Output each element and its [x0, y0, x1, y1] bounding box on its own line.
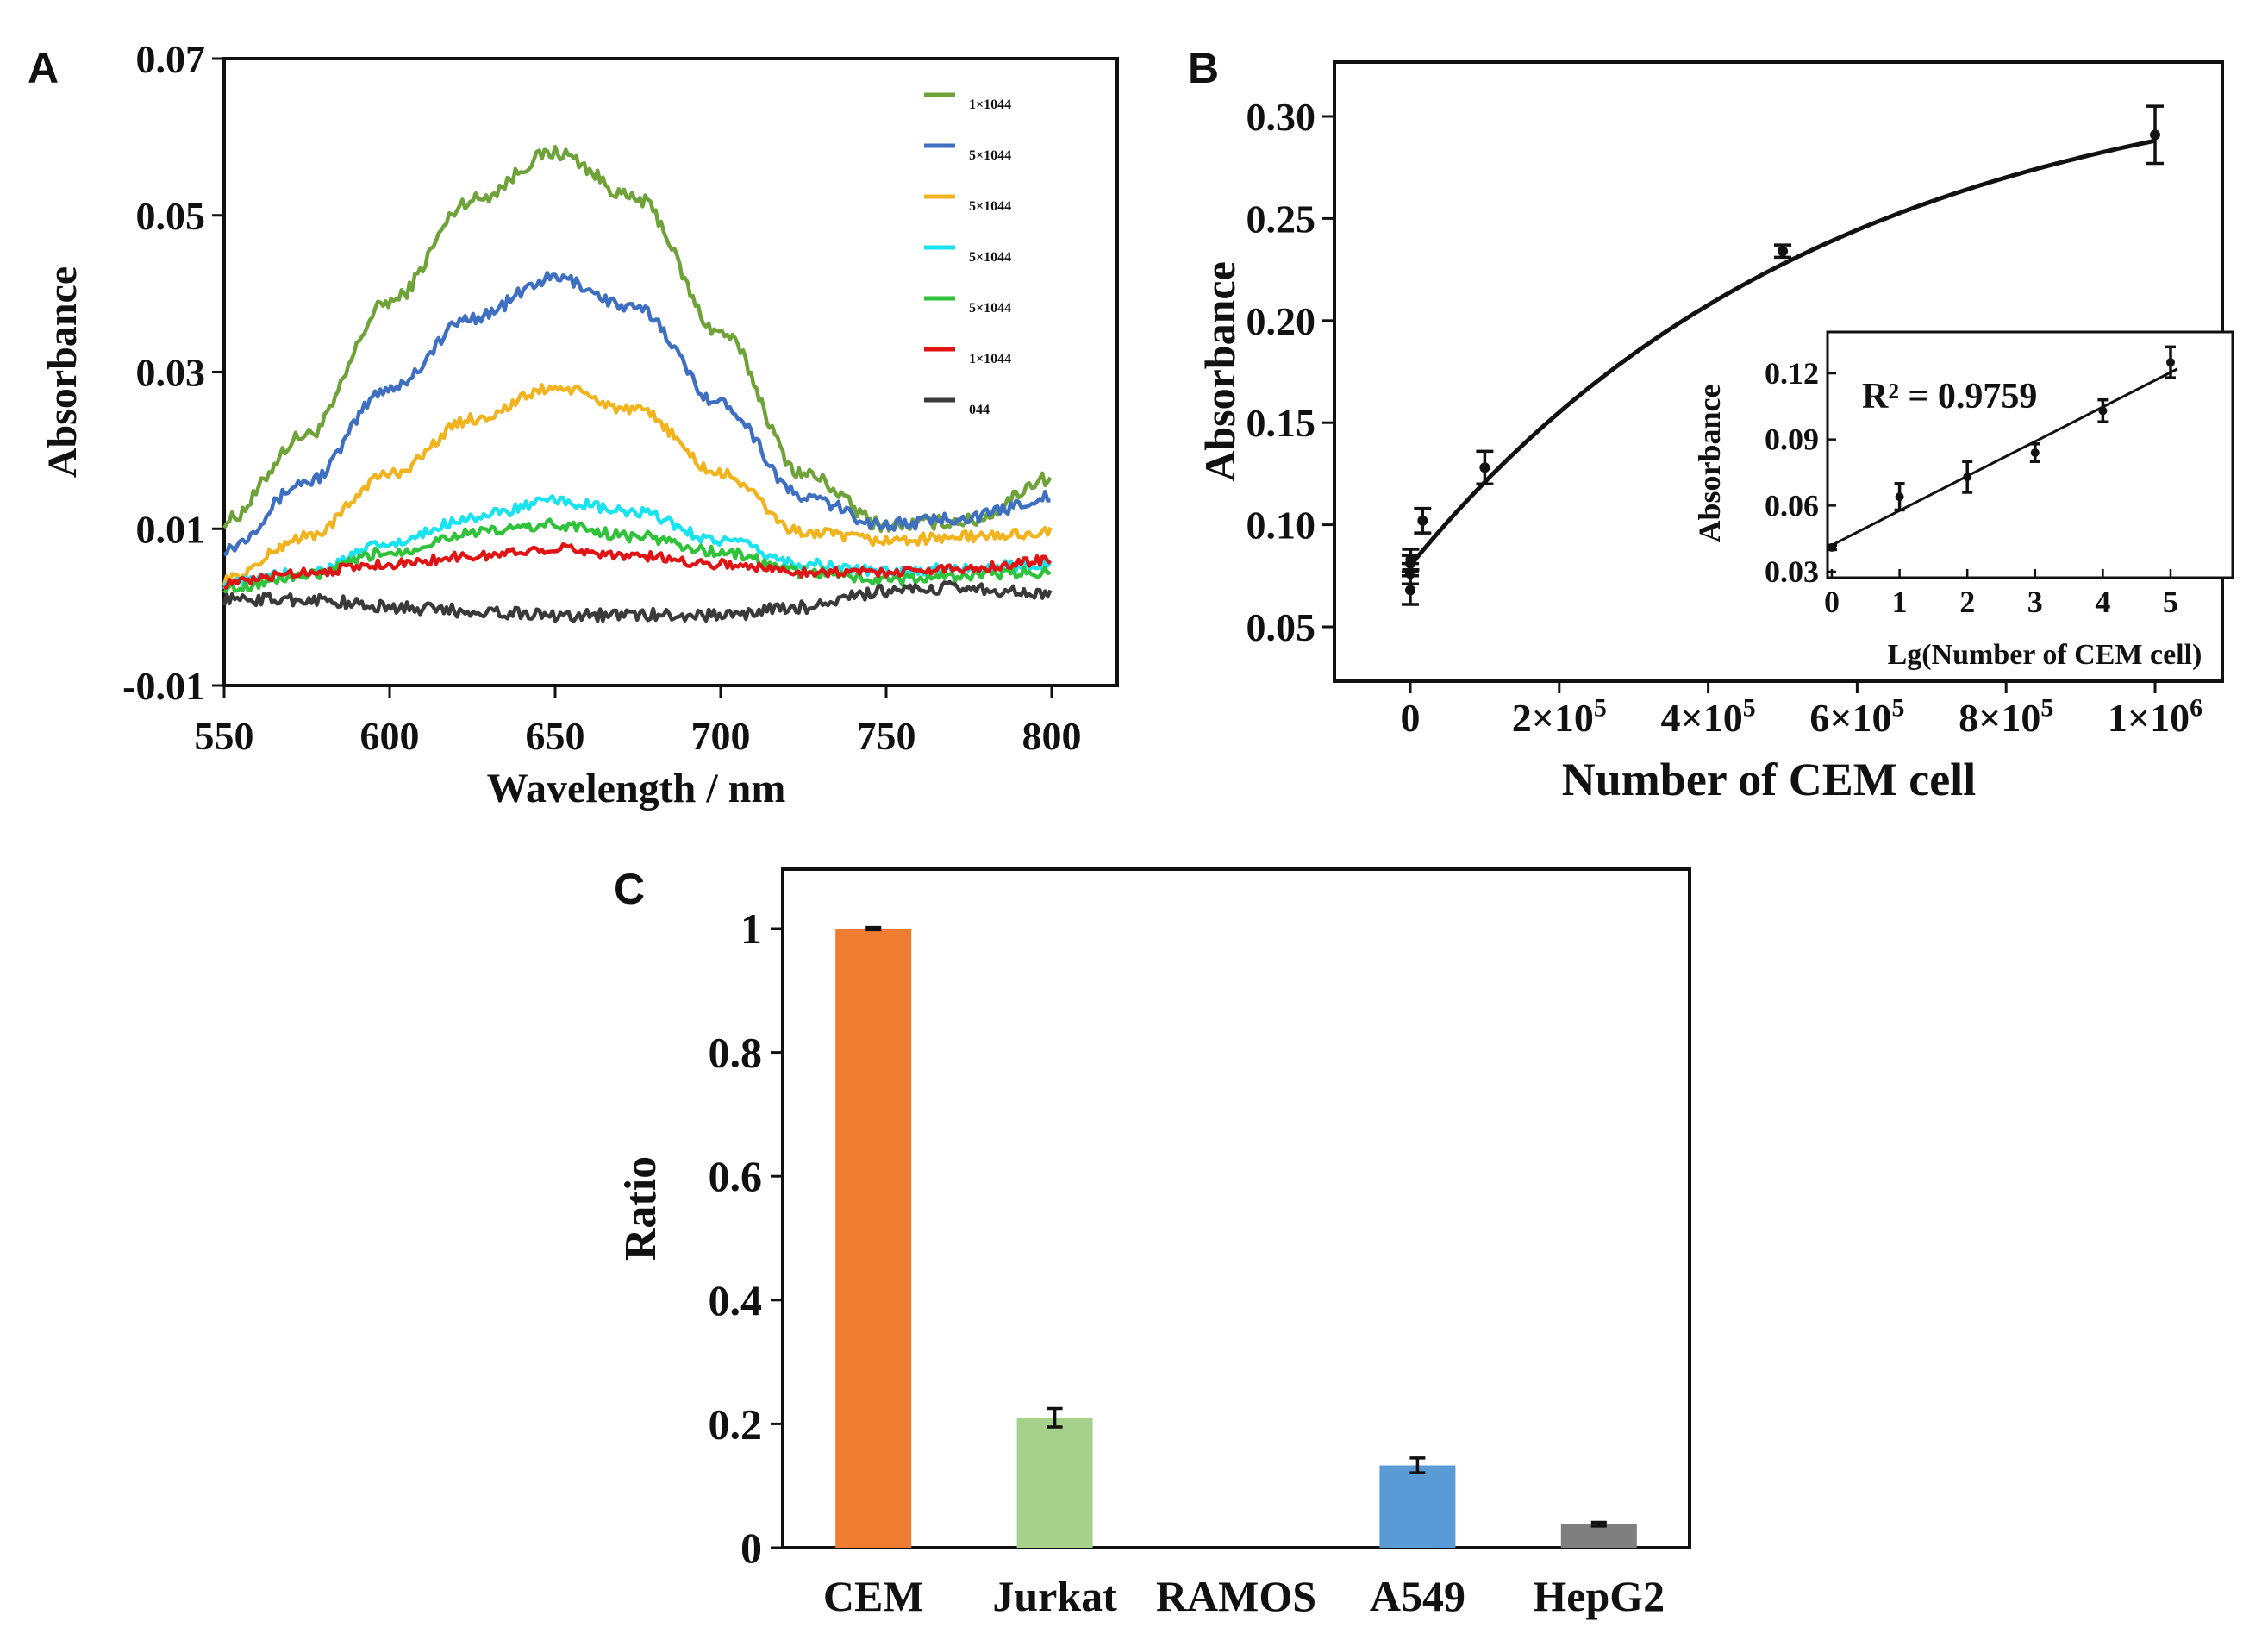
inset-x-tick-label: 2 — [1959, 585, 1975, 619]
panel-c-category-label: HepG2 — [1533, 1572, 1665, 1620]
panel-b-y-axis-label: Absorbance — [1196, 261, 1244, 482]
inset-y-tick-label: 0.06 — [1765, 488, 1819, 523]
inset-x-tick-label: 4 — [2095, 585, 2110, 619]
inset-x-tick-label: 3 — [2027, 585, 2043, 619]
inset-x-tick-label: 0 — [1824, 585, 1840, 619]
panel-b-x-tick-label: 6×105 — [1809, 694, 1904, 740]
inset-x-axis-label: Lg(Number of CEM cell) — [1888, 639, 2202, 671]
panel-a-series-line-6 — [222, 579, 1053, 623]
svg-text:5×1044: 5×1044 — [969, 301, 1011, 316]
inset-y-tick-label: 0.09 — [1765, 423, 1819, 457]
inset-data-point — [1963, 473, 1972, 482]
panel-b-y-tick-label: 0.10 — [1246, 504, 1316, 548]
inset-data-point — [2098, 406, 2108, 416]
panel-b-data-point — [1479, 462, 1490, 473]
panel-a-x-tick-label: 700 — [691, 714, 751, 758]
panel-a-y-tick-label: 0.05 — [136, 194, 206, 238]
svg-text:5×1044: 5×1044 — [969, 250, 1011, 265]
panel-b-data-point — [2150, 129, 2160, 141]
inset-x-tick-label: 5 — [2163, 585, 2178, 619]
panel-b-x-tick-label: 1×106 — [2108, 694, 2202, 740]
panel-a-x-tick-label: 650 — [526, 714, 585, 758]
panel-c-selectivity-chart: C 0 0.2 0.4 0.6 0.8 1 CEM Jurkat RAMOS A549 HepG2… — [614, 865, 1691, 1620]
panel-b-y-tick-label: 0.15 — [1246, 401, 1316, 445]
panel-a-x-tick-label: 800 — [1022, 714, 1082, 758]
inset-r-squared-annotation: R² = 0.9759 — [1862, 377, 2037, 416]
inset-plot-frame — [1826, 330, 2234, 579]
inset-data-point — [1828, 542, 1836, 552]
panel-b-y-tick-label: 0.30 — [1246, 95, 1316, 139]
panel-a-spectra-chart: A 550 600 650 700 750 800 -0.01 0.01 0.03 0.05 0.0… — [28, 37, 1119, 811]
inset-fit-line — [1831, 367, 2178, 547]
panel-c-y-tick-label: 0.8 — [709, 1029, 763, 1077]
panel-c-letter: C — [614, 865, 645, 913]
panel-c-plot-frame — [781, 867, 1691, 1549]
panel-c-y-axis-label: Ratio — [616, 1156, 665, 1261]
panel-b-y-tick-label: 0.25 — [1246, 197, 1316, 241]
panel-c-y-tick-label: 1 — [740, 905, 762, 953]
panel-b-x-tick-label: 4×105 — [1661, 694, 1756, 740]
inset-data-point — [2166, 358, 2175, 367]
panel-c-bar — [835, 929, 912, 1548]
panel-a-y-tick-label: 0.07 — [136, 37, 206, 81]
panel-a-x-tick-label: 550 — [195, 714, 254, 758]
panel-c-bar — [1379, 1465, 1456, 1548]
panel-c-y-tick-label: 0.2 — [709, 1399, 763, 1448]
svg-text:1×1044: 1×1044 — [969, 352, 1011, 366]
panel-a-y-tick-label: 0.01 — [136, 507, 206, 551]
panel-a-series-line-4 — [222, 517, 1052, 594]
panel-a-series-line-5 — [223, 541, 1052, 591]
panel-b-fit-curve — [1409, 138, 2156, 567]
panel-b-y-tick-label: 0.05 — [1246, 605, 1316, 649]
panel-b-letter: B — [1188, 44, 1219, 92]
panel-a-x-axis-label: Wavelength / nm — [487, 766, 786, 811]
panel-a-series-line-2 — [222, 383, 1053, 587]
panel-b-x-tick-label: 0 — [1401, 696, 1421, 740]
panel-b-x-tick-label: 8×105 — [1959, 694, 2053, 740]
panel-a-series-line-0 — [222, 144, 1053, 534]
inset-data-point — [1895, 492, 1904, 502]
panel-b-data-point — [1417, 515, 1428, 526]
panel-b-calibration-chart: B 0 2×105 4×105 6×105 8×105 1×106 0.05 0.10 0.15… — [1188, 44, 2234, 805]
panel-c-category-label: RAMOS — [1156, 1572, 1316, 1620]
panel-c-bar — [1016, 1418, 1093, 1548]
panel-b-data-point — [1405, 554, 1416, 565]
panel-b-inset-chart: 0 1 2 3 4 5 0.03 0.06 0.09 0.12 R² = 0.9759 Lg(Nu… — [1692, 330, 2234, 671]
inset-y-axis-label: Absorbance — [1692, 384, 1727, 542]
panel-a-x-tick-label: 750 — [857, 714, 916, 758]
inset-y-tick-label: 0.03 — [1765, 554, 1819, 589]
svg-text:1×1044: 1×1044 — [969, 97, 1011, 112]
panel-b-data-point — [1405, 585, 1415, 596]
panel-c-category-label: A549 — [1370, 1572, 1465, 1620]
panel-c-y-tick-label: 0.6 — [709, 1152, 763, 1200]
inset-y-tick-label: 0.12 — [1765, 356, 1819, 391]
svg-text:5×1044: 5×1044 — [969, 199, 1011, 214]
inset-data-point — [2030, 448, 2040, 457]
panel-a-y-tick-label: 0.03 — [136, 351, 206, 395]
svg-text:5×1044: 5×1044 — [969, 148, 1011, 163]
panel-c-category-label: CEM — [823, 1572, 924, 1620]
panel-a-x-tick-label: 600 — [360, 714, 420, 758]
panel-a-series-line-1 — [223, 271, 1051, 557]
panel-a-letter: A — [28, 44, 59, 92]
panel-c-category-label: Jurkat — [992, 1572, 1117, 1620]
inset-x-tick-label: 1 — [1892, 585, 1908, 619]
panel-c-y-tick-label: 0 — [740, 1524, 762, 1572]
panel-a-y-axis-label: Absorbance — [40, 266, 85, 478]
panel-a-y-tick-label: -0.01 — [122, 664, 205, 708]
panel-b-x-axis-label: Number of CEM cell — [1562, 754, 1976, 805]
panel-c-y-tick-label: 0.4 — [709, 1276, 763, 1324]
svg-text:044: 044 — [969, 403, 990, 417]
panel-c-bar — [1560, 1524, 1637, 1548]
panel-b-x-tick-label: 2×105 — [1512, 694, 1607, 740]
panel-b-y-tick-label: 0.20 — [1246, 299, 1316, 343]
panel-b-data-point — [1778, 246, 1788, 257]
